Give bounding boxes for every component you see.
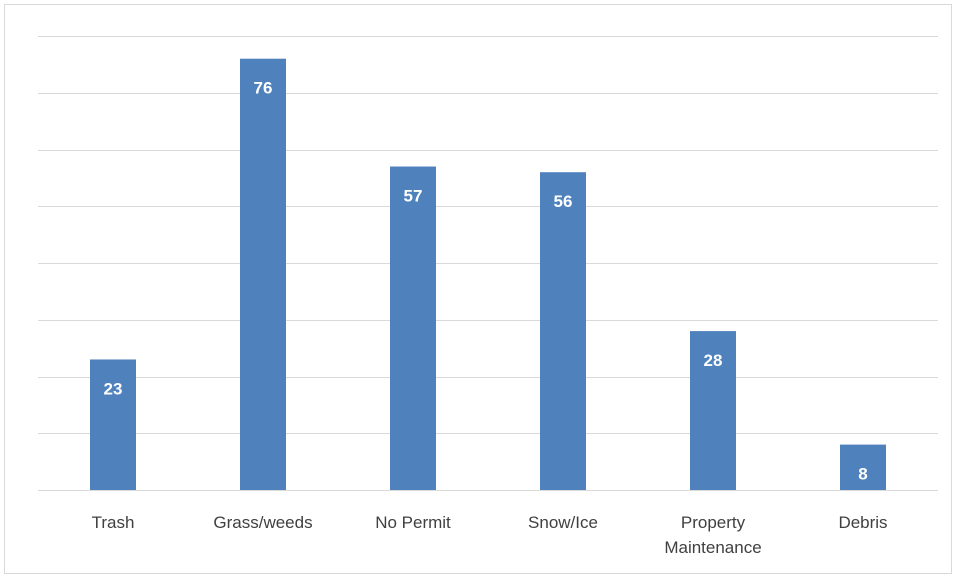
gridlines bbox=[38, 36, 938, 491]
category-label: No Permit bbox=[375, 513, 451, 532]
bars bbox=[90, 58, 886, 490]
bar-property-maintenance bbox=[690, 331, 736, 490]
bar-trash bbox=[90, 359, 136, 490]
bar-grass-weeds bbox=[240, 58, 286, 490]
category-label: Snow/Ice bbox=[528, 513, 598, 532]
category-label: Grass/weeds bbox=[213, 513, 312, 532]
data-label: 76 bbox=[254, 79, 273, 98]
bar-no-permit bbox=[390, 166, 436, 490]
data-label: 8 bbox=[858, 465, 867, 484]
chart-frame bbox=[4, 4, 952, 574]
bar-snow-ice bbox=[540, 172, 586, 490]
data-label: 23 bbox=[104, 379, 123, 398]
category-labels: Trash Grass/weeds No Permit Snow/Ice Propert… bbox=[92, 513, 888, 557]
category-label: Property Maintenance bbox=[664, 513, 761, 557]
data-label: 57 bbox=[404, 187, 423, 206]
data-label: 28 bbox=[704, 351, 723, 370]
bar-debris bbox=[840, 444, 886, 490]
category-label: Debris bbox=[838, 513, 887, 532]
data-labels: 23 76 57 56 28 8 bbox=[104, 79, 868, 484]
category-label: Trash bbox=[92, 513, 135, 532]
data-label: 56 bbox=[554, 192, 573, 211]
